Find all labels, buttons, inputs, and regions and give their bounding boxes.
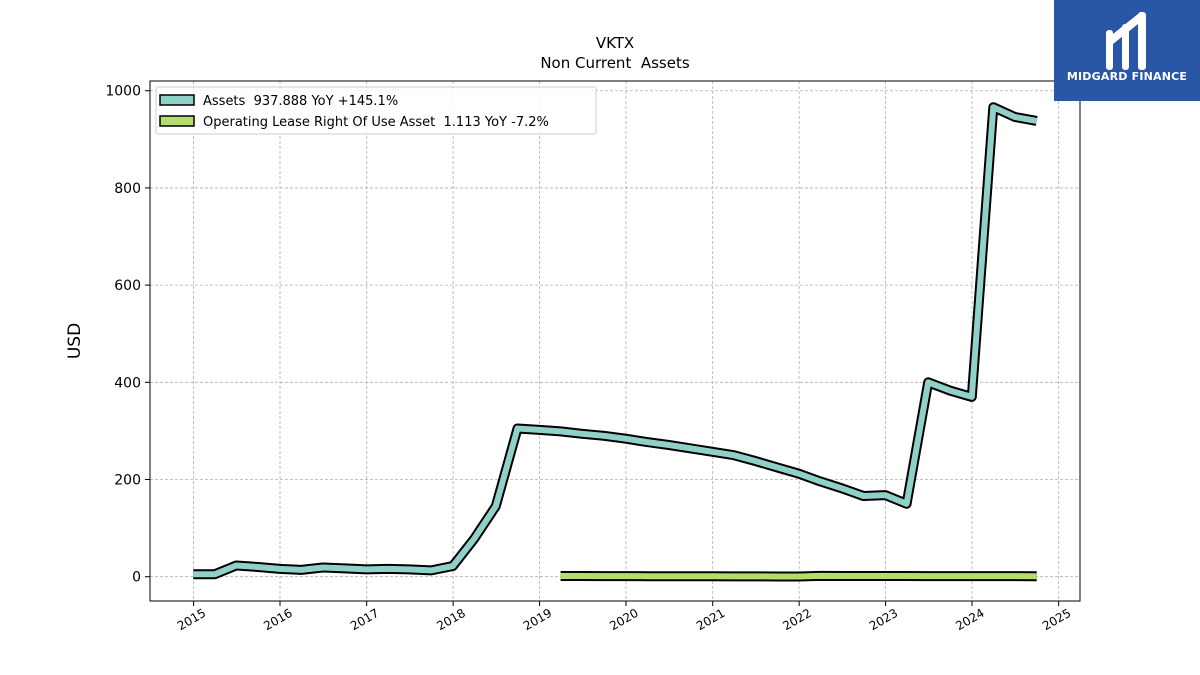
legend: Assets 937.888 YoY +145.1% Operating Lea…	[155, 86, 597, 135]
brand-logo: MIDGARD FINANCE	[1054, 0, 1200, 101]
x-tick-label: 2015	[175, 606, 208, 633]
y-tick-label: 800	[114, 181, 141, 197]
x-axis: 2015 2016 2017 2018 2019 2020 2021 2022 2023 2024…	[175, 601, 1073, 633]
y-tick-label: 0	[132, 570, 141, 586]
grid-lines	[150, 81, 1080, 601]
legend-label-assets: Assets 937.888 YoY +145.1%	[203, 94, 398, 109]
y-axis: 0 200 400 600 800 1000	[105, 84, 150, 586]
y-tick-label: 200	[114, 473, 141, 489]
y-tick-label: 400	[114, 375, 141, 391]
plot-frame	[149, 80, 1081, 602]
x-tick-label: 2019	[521, 606, 554, 633]
series-1-fill	[560, 572, 1037, 580]
x-tick-label: 2018	[434, 606, 467, 633]
x-tick-label: 2024	[953, 606, 986, 633]
y-axis-label: USD	[65, 323, 85, 359]
legend-box	[155, 86, 597, 135]
y-tick-label: 600	[114, 278, 141, 294]
legend-swatch-assets	[159, 94, 195, 106]
x-tick-label: 2021	[694, 606, 727, 633]
legend-swatch-lease	[159, 115, 195, 127]
x-tick-label: 2016	[261, 606, 294, 633]
legend-label-lease: Operating Lease Right Of Use Asset 1.113…	[203, 115, 549, 130]
x-tick-label: 2022	[780, 606, 813, 633]
x-tick-label: 2025	[1040, 606, 1073, 633]
x-tick-label: 2023	[867, 606, 900, 633]
brand-name: MIDGARD FINANCE	[1066, 70, 1188, 83]
x-tick-label: 2017	[348, 606, 381, 633]
series-0-outline	[193, 102, 1038, 580]
y-tick-label: 1000	[105, 84, 141, 100]
midgard-logo-icon	[1106, 12, 1146, 70]
series-layer	[193, 102, 1038, 582]
series-0-fill	[193, 104, 1038, 578]
x-tick-label: 2020	[607, 606, 640, 633]
chart-subtitle: Non Current Assets	[540, 54, 690, 72]
series-0-line	[193, 102, 1038, 580]
chart-title: VKTX	[596, 34, 634, 52]
series-1-line	[560, 570, 1037, 582]
